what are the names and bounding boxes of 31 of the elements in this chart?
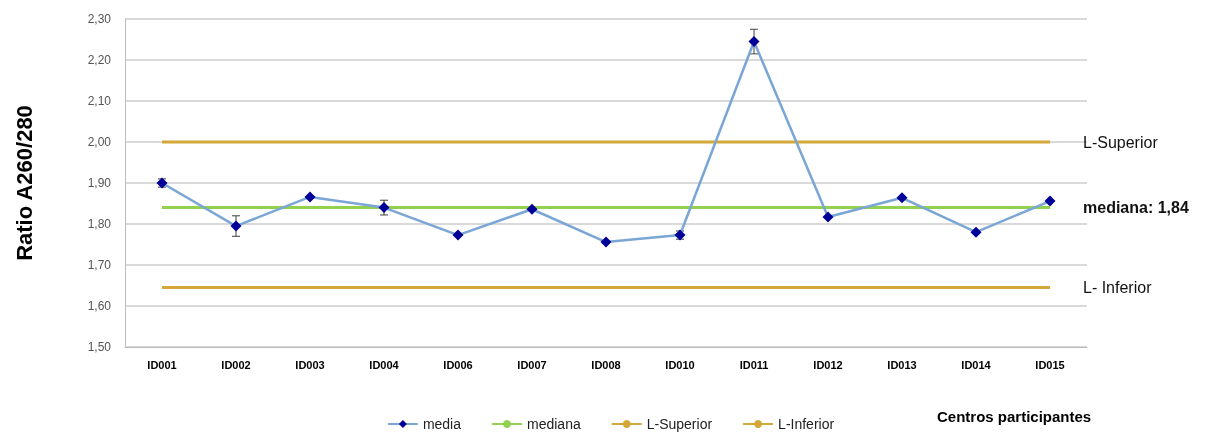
annotation: mediana: 1,84 — [1083, 199, 1189, 217]
y-tick-label: 2,00 — [87, 135, 112, 149]
x-tick-label: ID010 — [665, 358, 695, 371]
y-tick-label: 1,50 — [87, 340, 112, 354]
x-tick-label: ID013 — [887, 358, 917, 371]
x-tick-label: ID014 — [961, 358, 992, 371]
x-axis-title: Centros participantes — [937, 408, 1092, 425]
x-tick-label: ID012 — [813, 358, 843, 371]
y-tick-label: 1,70 — [87, 258, 112, 272]
legend-label: L-Inferior — [778, 416, 835, 432]
legend-label: mediana — [527, 416, 581, 432]
legend-label: L-Superior — [646, 416, 713, 432]
y-axis-title: Ratio A260/280 — [11, 105, 37, 261]
x-tick-label: ID006 — [443, 358, 473, 371]
y-tick-label: 2,10 — [87, 94, 112, 108]
annotation: L- Inferior — [1083, 279, 1153, 297]
x-tick-label: ID015 — [1035, 358, 1065, 371]
y-tick-label: 2,30 — [87, 12, 112, 26]
legend-label: media — [422, 416, 462, 432]
y-tick-label: 1,60 — [87, 299, 112, 313]
x-tick-label: ID002 — [221, 358, 251, 371]
y-tick-label: 1,80 — [87, 217, 112, 231]
annotation: L-Superior — [1083, 133, 1159, 151]
x-tick-label: ID007 — [517, 358, 547, 371]
x-tick-label: ID011 — [739, 358, 769, 371]
x-tick-label: ID001 — [147, 358, 177, 371]
x-tick-label: ID008 — [591, 358, 621, 371]
x-tick-label: ID004 — [369, 358, 400, 371]
x-tick-label: ID003 — [295, 358, 325, 371]
y-tick-label: 1,90 — [87, 176, 112, 190]
y-tick-label: 2,20 — [87, 53, 112, 67]
